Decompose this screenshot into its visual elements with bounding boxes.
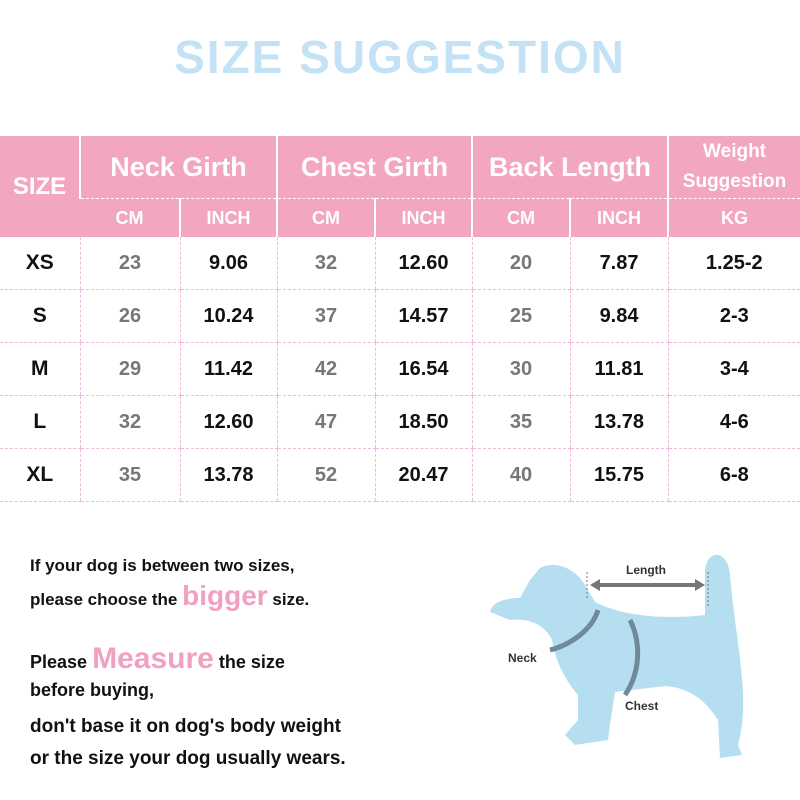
table-row: XS 23 9.06 32 12.60 20 7.87 1.25-2 <box>0 237 800 290</box>
dog-diagram: Length Neck Chest <box>490 554 744 758</box>
length-label: Length <box>626 563 666 577</box>
neck-label: Neck <box>508 651 537 665</box>
value-cell: 2-3 <box>667 289 800 343</box>
note-line-3: Please Measure the size <box>30 642 285 676</box>
value-cell: 11.42 <box>179 342 278 396</box>
note-line-4: before buying, <box>30 680 155 700</box>
value-cell: 14.57 <box>374 289 473 343</box>
value-cell: 25 <box>471 289 571 343</box>
value-cell: 42 <box>276 342 376 396</box>
value-cell: 23 <box>79 237 180 290</box>
value-cell: 11.81 <box>569 342 669 396</box>
size-table: SIZE Neck Girth Chest Girth Back Length … <box>0 136 800 502</box>
value-cell: 10.24 <box>179 289 278 343</box>
table-row: S 26 10.24 37 14.57 25 9.84 2-3 <box>0 289 800 343</box>
value-cell: 20 <box>471 237 571 290</box>
value-cell: 52 <box>276 448 376 502</box>
note-line-1: If your dog is between two sizes, <box>30 556 295 575</box>
unit-header: INCH <box>178 198 278 237</box>
note-text: size. <box>272 590 310 609</box>
unit-header: KG <box>667 198 800 237</box>
size-cell: S <box>0 289 80 343</box>
note-line-5: don't base it on dog's body weight <box>30 716 341 737</box>
value-cell: 29 <box>79 342 180 396</box>
value-cell: 32 <box>79 395 180 449</box>
table-row: L 32 12.60 47 18.50 35 13.78 4-6 <box>0 395 800 449</box>
note-text: the size <box>218 652 285 672</box>
neck-girth-header: Neck Girth <box>78 136 278 199</box>
table-row: XL 35 13.78 52 20.47 40 15.75 6-8 <box>0 448 800 502</box>
unit-header: CM <box>80 198 180 237</box>
weight-header: Weight Suggestion <box>667 136 800 199</box>
neck-arrow <box>549 609 601 653</box>
value-cell: 35 <box>471 395 571 449</box>
size-cell: XS <box>0 237 80 290</box>
value-cell: 13.78 <box>569 395 669 449</box>
note-text: please choose the <box>30 590 178 609</box>
note-text: Please <box>30 652 88 672</box>
value-cell: 18.50 <box>374 395 473 449</box>
unit-header: CM <box>471 198 571 237</box>
value-cell: 3-4 <box>667 342 800 396</box>
value-cell: 9.06 <box>179 237 278 290</box>
value-cell: 12.60 <box>179 395 278 449</box>
value-cell: 4-6 <box>667 395 800 449</box>
back-length-header: Back Length <box>471 136 669 199</box>
value-cell: 26 <box>79 289 180 343</box>
chest-girth-header: Chest Girth <box>276 136 473 199</box>
value-cell: 35 <box>79 448 180 502</box>
value-cell: 9.84 <box>569 289 669 343</box>
dog-silhouette <box>490 554 744 758</box>
value-cell: 32 <box>276 237 376 290</box>
page-title: SIZE SUGGESTION <box>174 31 626 83</box>
value-cell: 12.60 <box>374 237 473 290</box>
unit-header: INCH <box>569 198 669 237</box>
size-cell: XL <box>0 448 80 502</box>
value-cell: 47 <box>276 395 376 449</box>
chest-arrow <box>622 618 641 697</box>
table-row: M 29 11.42 42 16.54 30 11.81 3-4 <box>0 342 800 396</box>
value-cell: 7.87 <box>569 237 669 290</box>
bigger-highlight: bigger <box>182 580 268 611</box>
unit-header: INCH <box>374 198 473 237</box>
note-line-2: please choose the bigger size. <box>30 580 309 612</box>
unit-header: CM <box>276 198 376 237</box>
note-line-6: or the size your dog usually wears. <box>30 748 346 769</box>
value-cell: 1.25-2 <box>667 237 800 290</box>
size-cell: M <box>0 342 80 396</box>
size-header: SIZE <box>0 136 80 237</box>
value-cell: 20.47 <box>374 448 473 502</box>
value-cell: 37 <box>276 289 376 343</box>
value-cell: 16.54 <box>374 342 473 396</box>
chest-label: Chest <box>625 699 658 713</box>
size-cell: L <box>0 395 80 449</box>
value-cell: 30 <box>471 342 571 396</box>
value-cell: 13.78 <box>179 448 278 502</box>
measure-highlight: Measure <box>92 642 214 675</box>
value-cell: 15.75 <box>569 448 669 502</box>
value-cell: 40 <box>471 448 571 502</box>
value-cell: 6-8 <box>667 448 800 502</box>
